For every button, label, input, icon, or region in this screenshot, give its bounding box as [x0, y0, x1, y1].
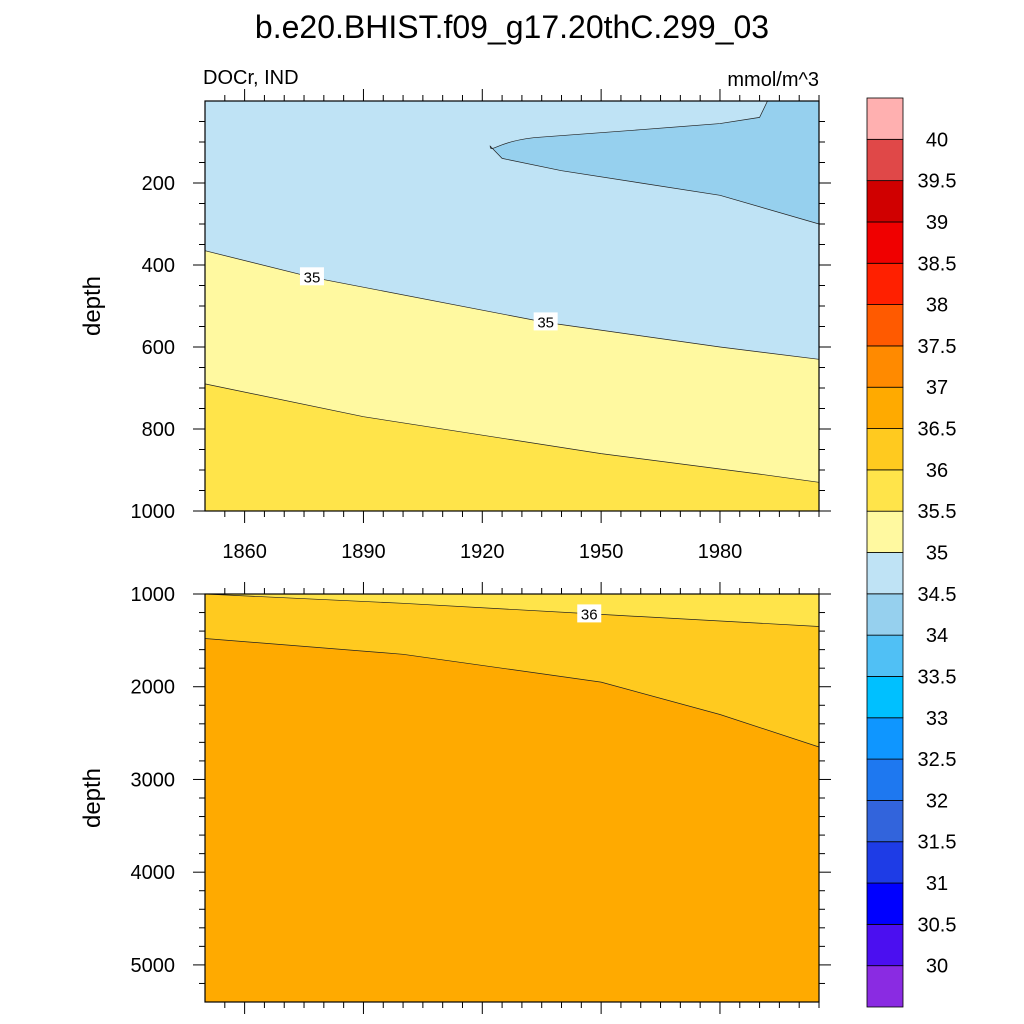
contour-label: 36 — [581, 606, 598, 623]
contour-label-box — [299, 267, 324, 286]
colorbar-label: 30 — [926, 956, 948, 978]
colorbar-label: 32.5 — [918, 749, 957, 771]
colorbar-label: 37 — [926, 377, 948, 399]
region-34-34.5 — [489, 100, 820, 225]
colorbar-label: 31.5 — [918, 832, 957, 854]
colorbar-box — [866, 304, 904, 347]
colorbar-box — [866, 552, 904, 595]
top-y-axis-label: depth — [79, 276, 106, 336]
bottom-y-axis-label: depth — [79, 768, 106, 828]
colorbar-box — [866, 510, 904, 553]
colorbar-box — [866, 841, 904, 884]
colorbar-label: 38.5 — [918, 253, 957, 275]
colorbar-box — [866, 97, 904, 140]
colorbar: 30 30.5 31 31.5 32 32.5 33 33.5 34 34.5 35 35.5 36 36… — [866, 97, 957, 1008]
colorbar-label: 40 — [926, 129, 948, 151]
units-label: mmol/m^3 — [727, 69, 819, 91]
y-tick-label: 600 — [142, 337, 175, 359]
colorbar-box — [866, 923, 904, 967]
colorbar-label: 32 — [926, 790, 948, 812]
colorbar-label: 30.5 — [918, 914, 957, 936]
contour-line-36.5 — [204, 638, 820, 748]
colorbar-box — [866, 386, 904, 429]
colorbar-box — [866, 221, 904, 264]
x-tick-label: 1920 — [460, 541, 505, 563]
region-36.5-37 — [205, 638, 819, 1002]
contour-label: 35 — [304, 269, 321, 286]
colorbar-label: 36.5 — [918, 419, 957, 441]
contour-line-36 — [204, 593, 820, 627]
y-tick-label: 800 — [142, 419, 175, 441]
colorbar-box — [866, 593, 904, 636]
colorbar-box — [866, 965, 904, 1008]
figure-title: b.e20.BHIST.f09_g17.20thC.299_03 — [255, 9, 769, 45]
colorbar-box — [866, 345, 904, 388]
colorbar-box — [866, 138, 904, 182]
colorbar-label: 34.5 — [918, 584, 957, 606]
colorbar-box — [866, 676, 904, 719]
colorbar-box — [866, 758, 904, 801]
top-panel: 35 35 200 400 600 800 1000 1860 1890 1920 1950 1980… — [79, 89, 831, 563]
x-tick-label: 1980 — [698, 541, 743, 563]
bottom-panel: 36 1000 2000 3000 4000 5000 depth — [79, 582, 831, 1014]
y-tick-label: 1000 — [131, 584, 176, 606]
colorbar-box — [866, 428, 904, 471]
x-tick-label: 1950 — [579, 541, 624, 563]
colorbar-box — [866, 634, 904, 677]
y-tick-label: 3000 — [131, 769, 176, 791]
colorbar-label: 37.5 — [918, 336, 957, 358]
contour-label: 35 — [537, 314, 554, 331]
colorbar-label: 33 — [926, 708, 948, 730]
colorbar-box — [866, 262, 904, 305]
colorbar-label: 33.5 — [918, 666, 957, 688]
colorbar-label: 38 — [926, 295, 948, 317]
y-tick-label: 200 — [142, 173, 175, 195]
colorbar-label: 35 — [926, 543, 948, 565]
colorbar-label: 35.5 — [918, 501, 957, 523]
y-tick-label: 5000 — [131, 955, 176, 977]
colorbar-label: 34 — [926, 625, 948, 647]
y-tick-label: 4000 — [131, 862, 176, 884]
y-tick-label: 400 — [142, 255, 175, 277]
colorbar-box — [866, 800, 904, 843]
y-tick-label: 1000 — [131, 501, 176, 523]
colorbar-label: 39.5 — [918, 171, 957, 193]
colorbar-box — [866, 469, 904, 512]
contour-line-35.5 — [204, 383, 820, 483]
y-tick-label: 2000 — [131, 677, 176, 699]
colorbar-label: 31 — [926, 873, 948, 895]
contour-label-box — [577, 604, 602, 623]
variable-label: DOCr, IND — [203, 67, 299, 89]
colorbar-box — [866, 180, 904, 223]
x-tick-label: 1890 — [341, 541, 386, 563]
contour-label-box — [533, 312, 558, 331]
colorbar-box — [866, 882, 904, 925]
x-tick-label: 1860 — [222, 541, 267, 563]
colorbar-label: 39 — [926, 212, 948, 234]
colorbar-box — [866, 717, 904, 760]
colorbar-label: 36 — [926, 460, 948, 482]
